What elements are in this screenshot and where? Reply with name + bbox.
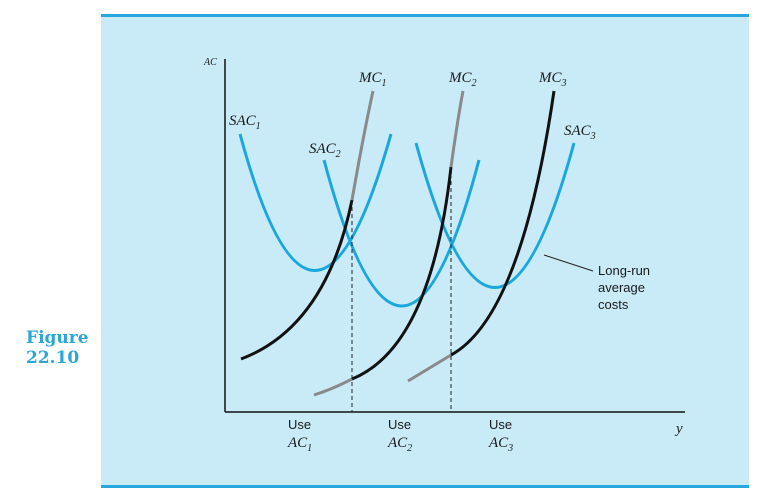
annotation-leader-line xyxy=(543,254,594,272)
diagram-panel: AC y SAC1 SAC2 SAC3 MC1 MC2 MC3 Long-run… xyxy=(101,14,749,488)
annotation-line-1: Long-run xyxy=(598,263,650,278)
region-1-use: Use xyxy=(288,417,311,432)
mc2-label: MC2 xyxy=(448,70,477,89)
mc3-label: MC3 xyxy=(538,70,567,89)
annotation-line-3: costs xyxy=(598,297,629,312)
figure-number: 22.10 xyxy=(26,348,80,368)
figure-word: Figure xyxy=(26,328,89,348)
mc1-label: MC1 xyxy=(358,70,387,89)
sac1-label: SAC1 xyxy=(229,113,261,132)
mc2-upper-curve xyxy=(449,90,465,168)
region-1-ac: AC1 xyxy=(287,435,312,454)
figure-caption: Figure 22.10 xyxy=(26,328,96,368)
sac2-label: SAC2 xyxy=(309,141,341,160)
region-2-ac: AC2 xyxy=(387,435,412,454)
sac1-curve xyxy=(238,133,393,272)
sac2-curve xyxy=(322,159,481,308)
mc3-upper-curve xyxy=(450,90,556,357)
mc1-lower-curve xyxy=(240,199,354,361)
cost-diagram: AC y SAC1 SAC2 SAC3 MC1 MC2 MC3 Long-run… xyxy=(203,57,685,454)
mc2-middle-curve xyxy=(351,166,453,381)
region-3-use: Use xyxy=(489,417,512,432)
x-axis-label: y xyxy=(674,421,683,437)
annotation-line-2: average xyxy=(598,280,645,295)
mc1-upper-curve xyxy=(350,90,375,201)
region-3-ac: AC3 xyxy=(488,435,513,454)
sac3-label: SAC3 xyxy=(564,123,596,142)
sac3-curve xyxy=(414,142,576,289)
region-2-use: Use xyxy=(388,417,411,432)
mc3-lower-curve xyxy=(407,353,452,383)
mc2-lower-curve xyxy=(313,377,353,397)
y-axis-label: AC xyxy=(203,57,217,68)
